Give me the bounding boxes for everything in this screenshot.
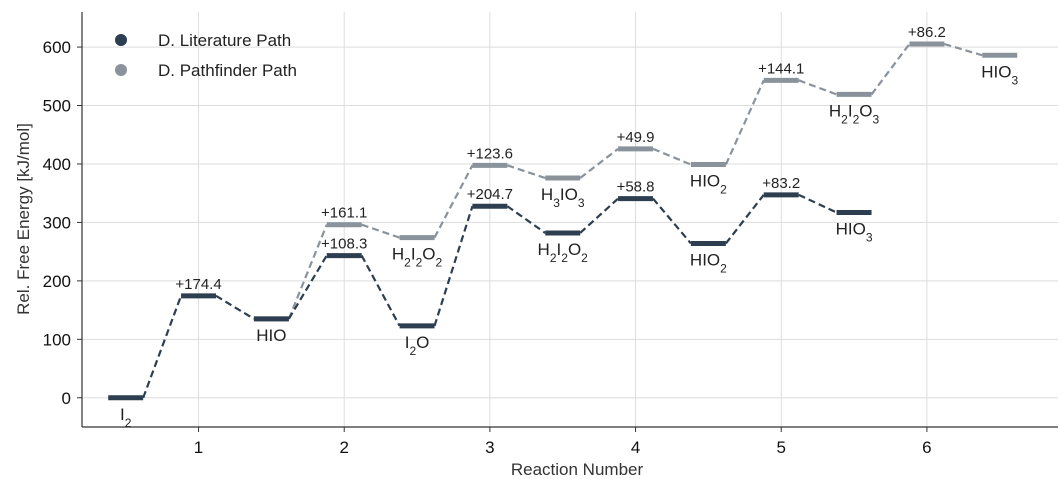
barrier-label: +86.2 bbox=[908, 24, 946, 41]
species-label: HIO2 bbox=[690, 172, 727, 197]
connector-literature bbox=[287, 254, 328, 320]
barrier-label: +161.1 bbox=[321, 205, 367, 222]
connector-literature bbox=[506, 205, 546, 234]
connector-literature bbox=[433, 205, 474, 327]
tick-labels: 0 100 200 300 400 500 600 1 2 3 4 5 6 bbox=[43, 38, 932, 457]
axes bbox=[81, 12, 1058, 428]
connector-literature bbox=[652, 197, 692, 245]
connector-pathfinder bbox=[652, 147, 692, 166]
barrier-label: +108.3 bbox=[321, 236, 367, 253]
x-axis-title: Reaction Number bbox=[511, 460, 644, 479]
barrier-label: +123.6 bbox=[467, 145, 513, 162]
species-label: HIO3 bbox=[836, 219, 873, 244]
species-label: HIO3 bbox=[981, 62, 1018, 87]
connector-pathfinder bbox=[287, 224, 328, 320]
legend-marker bbox=[115, 64, 127, 76]
connector-literature bbox=[360, 255, 401, 327]
y-axis-title: Rel. Free Energy [kJ/mol] bbox=[14, 123, 33, 315]
connector-literature bbox=[579, 197, 619, 234]
connector-pathfinder bbox=[870, 43, 911, 96]
barrier-label: +174.4 bbox=[175, 276, 221, 293]
y-tick-label: 600 bbox=[43, 38, 71, 57]
barrier-label: +204.7 bbox=[467, 186, 513, 203]
connector-pathfinder bbox=[724, 79, 765, 166]
data-labels: I2 HIO I2O H2I2O2 HIO2 HIO3 +174.4 +108.3 +204.7… bbox=[120, 24, 1019, 430]
x-tick-label: 4 bbox=[631, 438, 640, 457]
connector-literature bbox=[215, 294, 255, 320]
legend-label: D. Literature Path bbox=[158, 31, 291, 50]
species-label: HIO bbox=[256, 326, 286, 345]
species-label: HIO2 bbox=[690, 250, 727, 275]
legend: D. Literature Path D. Pathfinder Path bbox=[115, 31, 297, 80]
connector-literature bbox=[142, 295, 183, 399]
x-tick-label: 5 bbox=[776, 438, 785, 457]
series bbox=[108, 41, 1018, 401]
connector-literature bbox=[725, 194, 765, 245]
species-label: H2I2O2 bbox=[538, 240, 589, 265]
species-label: I2O bbox=[405, 333, 430, 358]
connector-literature bbox=[798, 193, 838, 214]
legend-marker bbox=[115, 34, 127, 46]
y-tick-label: 500 bbox=[43, 97, 71, 116]
barrier-label: +58.8 bbox=[617, 179, 655, 196]
y-tick-label: 100 bbox=[43, 330, 71, 349]
x-tick-label: 6 bbox=[922, 438, 931, 457]
species-label: H2I2O2 bbox=[392, 245, 443, 270]
barrier-label: +144.1 bbox=[758, 60, 804, 77]
x-tick-label: 3 bbox=[485, 438, 494, 457]
y-tick-label: 0 bbox=[62, 389, 71, 408]
connector-pathfinder bbox=[944, 42, 983, 57]
species-label: H2I2O3 bbox=[829, 101, 880, 126]
connector-pathfinder bbox=[507, 164, 546, 180]
x-tick-label: 1 bbox=[194, 438, 203, 457]
x-tick-label: 2 bbox=[339, 438, 348, 457]
connector-pathfinder bbox=[361, 223, 400, 239]
connector-pathfinder bbox=[798, 79, 837, 96]
species-label: I2 bbox=[120, 405, 132, 430]
legend-label: D. Pathfinder Path bbox=[158, 61, 297, 80]
y-tick-label: 400 bbox=[43, 155, 71, 174]
species-label: H3IO3 bbox=[541, 185, 585, 210]
barrier-label: +49.9 bbox=[617, 129, 655, 146]
y-tick-label: 200 bbox=[43, 272, 71, 291]
connector-pathfinder bbox=[433, 164, 474, 239]
barrier-label: +83.2 bbox=[762, 175, 800, 192]
y-tick-label: 300 bbox=[43, 213, 71, 232]
connector-pathfinder bbox=[579, 147, 619, 179]
